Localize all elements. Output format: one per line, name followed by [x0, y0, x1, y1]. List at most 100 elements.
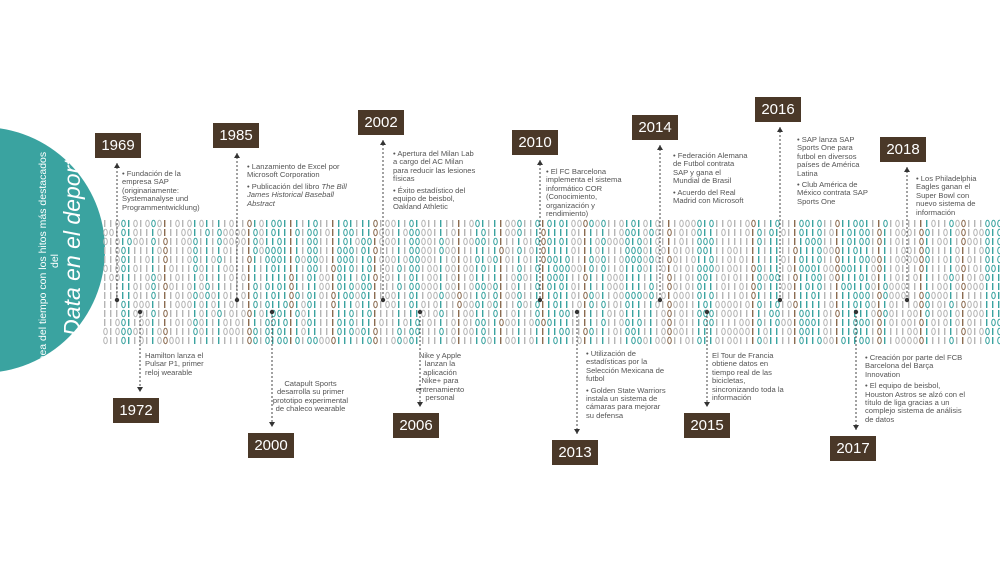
- binary-one: [554, 220, 556, 227]
- binary-zero: [841, 282, 846, 291]
- binary-one: [260, 274, 262, 281]
- binary-zero: [223, 228, 228, 237]
- binary-one: [236, 265, 238, 272]
- binary-zero: [757, 300, 762, 309]
- binary-one: [296, 319, 298, 326]
- binary-one: [254, 310, 256, 317]
- binary-one: [836, 229, 838, 236]
- binary-zero: [349, 309, 354, 318]
- binary-one: [776, 265, 778, 272]
- binary-zero: [913, 300, 918, 309]
- binary-zero: [529, 246, 534, 255]
- binary-zero: [709, 264, 714, 273]
- binary-one: [914, 220, 916, 227]
- binary-one: [302, 220, 304, 227]
- binary-one: [740, 229, 742, 236]
- binary-one: [116, 337, 118, 344]
- binary-zero: [943, 291, 948, 300]
- binary-zero: [199, 327, 204, 336]
- binary-zero: [493, 300, 498, 309]
- event-text: • Federación Alemana de Futbol contrata …: [673, 151, 748, 208]
- binary-zero: [901, 246, 906, 255]
- binary-zero: [631, 327, 636, 336]
- binary-zero: [757, 318, 762, 327]
- binary-zero: [397, 336, 402, 345]
- binary-zero: [517, 228, 522, 237]
- binary-one: [746, 238, 748, 245]
- binary-zero: [829, 273, 834, 282]
- item-text: Publicación del libro: [251, 181, 320, 191]
- binary-one: [956, 292, 958, 299]
- year-box: 2010: [512, 130, 558, 155]
- binary-zero: [511, 273, 516, 282]
- binary-zero: [937, 237, 942, 246]
- binary-zero: [541, 237, 546, 246]
- binary-zero: [667, 300, 672, 309]
- binary-one: [110, 265, 112, 272]
- binary-one: [536, 274, 538, 281]
- binary-zero: [427, 291, 432, 300]
- binary-one: [152, 301, 154, 308]
- binary-zero: [991, 291, 996, 300]
- binary-one: [446, 274, 448, 281]
- binary-one: [812, 337, 814, 344]
- binary-zero: [475, 237, 480, 246]
- binary-zero: [559, 273, 564, 282]
- binary-one: [926, 319, 928, 326]
- binary-one: [968, 292, 970, 299]
- binary-one: [710, 274, 712, 281]
- binary-one: [728, 229, 730, 236]
- binary-zero: [823, 327, 828, 336]
- binary-one: [644, 310, 646, 317]
- binary-one: [794, 265, 796, 272]
- binary-zero: [919, 318, 924, 327]
- binary-zero: [421, 309, 426, 318]
- binary-one: [314, 274, 316, 281]
- binary-zero: [637, 246, 642, 255]
- binary-one: [950, 238, 952, 245]
- binary-one: [944, 337, 946, 344]
- binary-zero: [403, 255, 408, 264]
- binary-one: [788, 229, 790, 236]
- binary-zero: [667, 336, 672, 345]
- binary-one: [770, 337, 772, 344]
- binary-one: [182, 220, 184, 227]
- binary-one: [776, 283, 778, 290]
- event-item: • Fundación de la empresa SAP (originari…: [122, 169, 200, 212]
- binary-one: [734, 220, 736, 227]
- binary-one: [392, 283, 394, 290]
- binary-one: [824, 220, 826, 227]
- binary-zero: [667, 318, 672, 327]
- binary-one: [638, 229, 640, 236]
- binary-zero: [493, 282, 498, 291]
- binary-one: [926, 220, 928, 227]
- binary-zero: [703, 237, 708, 246]
- binary-one: [860, 301, 862, 308]
- binary-zero: [319, 291, 324, 300]
- binary-zero: [709, 291, 714, 300]
- binary-zero: [643, 219, 648, 228]
- binary-zero: [133, 300, 138, 309]
- binary-one: [458, 265, 460, 272]
- binary-one: [224, 301, 226, 308]
- binary-zero: [343, 246, 348, 255]
- binary-zero: [697, 336, 702, 345]
- binary-one: [620, 247, 622, 254]
- binary-zero: [115, 318, 120, 327]
- binary-zero: [835, 255, 840, 264]
- binary-one: [872, 238, 874, 245]
- binary-one: [722, 256, 724, 263]
- binary-zero: [259, 309, 264, 318]
- binary-zero: [541, 228, 546, 237]
- binary-zero: [355, 237, 360, 246]
- binary-zero: [703, 318, 708, 327]
- binary-zero: [253, 246, 258, 255]
- binary-one: [788, 292, 790, 299]
- binary-one: [458, 328, 460, 335]
- binary-one: [542, 337, 544, 344]
- binary-one: [542, 274, 544, 281]
- binary-one: [314, 319, 316, 326]
- binary-zero: [451, 255, 456, 264]
- binary-zero: [967, 318, 972, 327]
- binary-one: [746, 310, 748, 317]
